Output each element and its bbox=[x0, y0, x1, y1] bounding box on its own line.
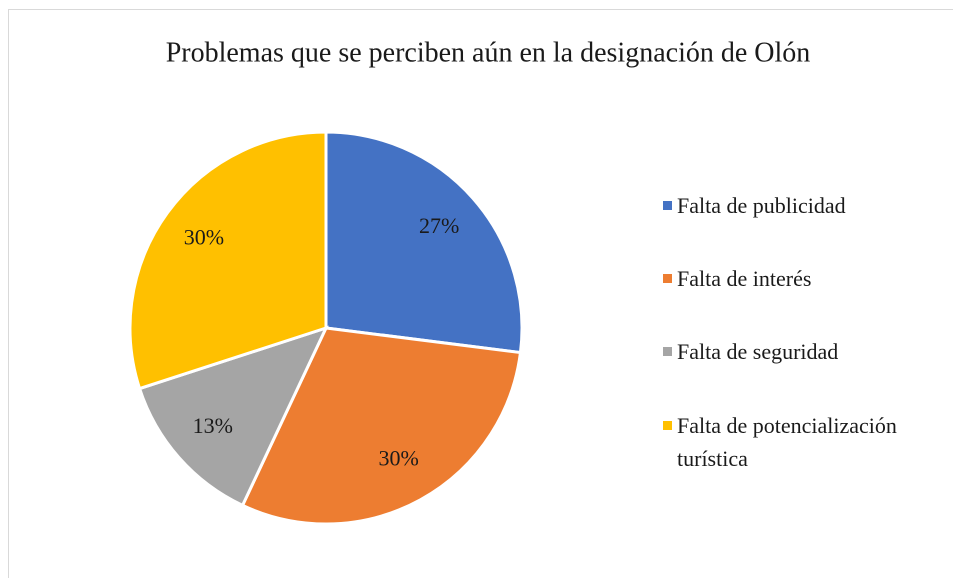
legend-label: Falta de interés bbox=[677, 266, 812, 291]
data-label: 13% bbox=[193, 413, 233, 438]
legend-swatch bbox=[663, 201, 672, 210]
chart-title: Problemas que se perciben aún en la desi… bbox=[166, 37, 811, 68]
pie-slice bbox=[137, 325, 329, 508]
data-label: 27% bbox=[419, 213, 459, 238]
pie-slice bbox=[324, 130, 524, 355]
legend-swatch bbox=[663, 421, 672, 430]
legend-swatch bbox=[663, 347, 672, 356]
legend-swatch bbox=[663, 274, 672, 283]
data-label: 30% bbox=[184, 224, 224, 249]
data-label: 30% bbox=[379, 445, 419, 470]
pie-slice bbox=[128, 130, 328, 391]
legend-label: Falta de publicidad bbox=[677, 193, 846, 218]
legend-label: Falta de potencialización turística bbox=[677, 413, 897, 471]
legend-label: Falta de seguridad bbox=[677, 339, 839, 364]
legend-item: Falta de seguridad bbox=[660, 335, 953, 368]
pie-slice bbox=[240, 326, 523, 526]
legend-item: Falta de potencialización turística bbox=[660, 409, 953, 475]
legend-item: Falta de interés bbox=[660, 262, 953, 295]
legend-item: Falta de publicidad bbox=[660, 189, 953, 222]
